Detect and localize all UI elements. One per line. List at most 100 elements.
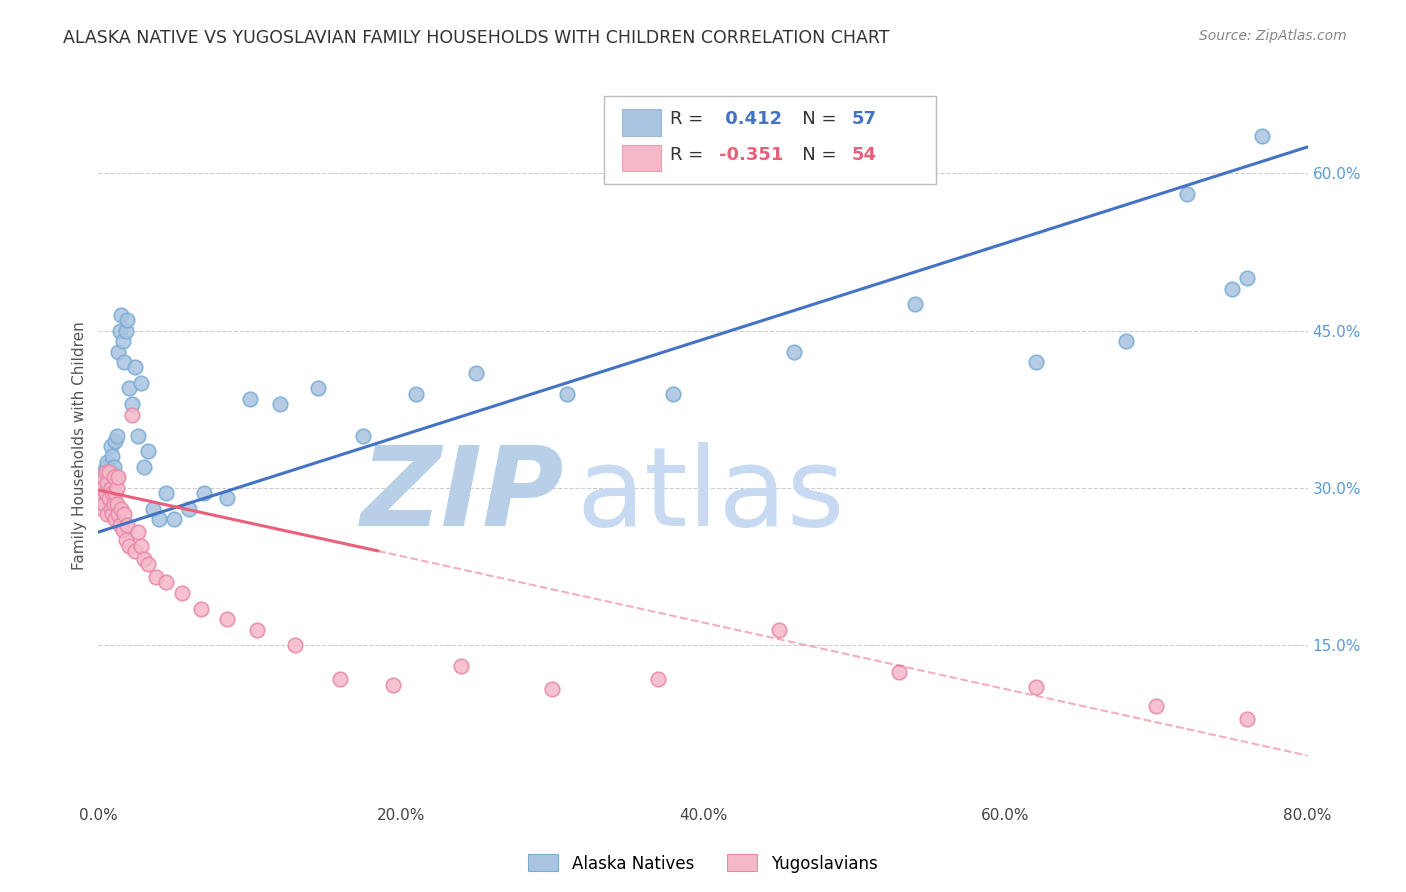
Text: Source: ZipAtlas.com: Source: ZipAtlas.com — [1199, 29, 1347, 43]
Point — [170, 586, 193, 600]
Point — [132, 460, 155, 475]
Text: atlas: atlas — [576, 442, 845, 549]
Point — [98, 491, 121, 506]
Point — [142, 502, 165, 516]
Point — [121, 408, 143, 422]
Point — [103, 497, 125, 511]
Point — [96, 483, 118, 497]
Point — [540, 682, 562, 697]
Point — [129, 539, 152, 553]
Point — [136, 557, 159, 571]
Point — [1024, 355, 1046, 369]
Text: 57: 57 — [852, 111, 877, 128]
Point — [124, 360, 146, 375]
Point — [155, 575, 177, 590]
Text: ALASKA NATIVE VS YUGOSLAVIAN FAMILY HOUSEHOLDS WITH CHILDREN CORRELATION CHART: ALASKA NATIVE VS YUGOSLAVIAN FAMILY HOUS… — [63, 29, 890, 46]
Point — [101, 507, 124, 521]
Point — [103, 470, 125, 484]
Text: N =: N = — [785, 111, 842, 128]
Point — [246, 623, 269, 637]
Point — [101, 465, 124, 479]
Point — [104, 512, 127, 526]
Point — [107, 507, 129, 521]
Point — [91, 486, 114, 500]
Point — [101, 486, 124, 500]
Point — [329, 672, 352, 686]
Point — [94, 465, 117, 479]
Point — [96, 507, 118, 521]
Point — [91, 481, 114, 495]
Point — [555, 386, 578, 401]
Point — [129, 376, 152, 390]
Point — [647, 672, 669, 686]
Point — [1251, 129, 1274, 144]
Point — [100, 439, 122, 453]
Point — [1236, 712, 1258, 726]
Point — [118, 381, 141, 395]
Point — [105, 470, 128, 484]
Point — [783, 344, 806, 359]
Point — [108, 517, 131, 532]
Point — [89, 486, 111, 500]
Point — [1024, 681, 1046, 695]
Point — [132, 552, 155, 566]
Point — [93, 470, 115, 484]
Point — [269, 397, 291, 411]
Point — [90, 470, 112, 484]
Point — [661, 386, 683, 401]
Point — [136, 444, 159, 458]
Point — [89, 481, 111, 495]
Point — [94, 486, 117, 500]
Text: 0.412: 0.412 — [718, 111, 782, 128]
Point — [114, 324, 136, 338]
Point — [105, 428, 128, 442]
Point — [96, 455, 118, 469]
Point — [112, 355, 135, 369]
Point — [115, 517, 138, 532]
Point — [104, 486, 127, 500]
FancyBboxPatch shape — [621, 110, 661, 136]
Point — [103, 475, 125, 490]
Point — [94, 475, 117, 490]
Point — [215, 491, 238, 506]
Point — [450, 659, 472, 673]
Point — [105, 497, 128, 511]
Point — [193, 486, 215, 500]
Point — [904, 297, 927, 311]
Point — [145, 570, 167, 584]
Point — [352, 428, 374, 442]
Point — [127, 524, 149, 539]
Point — [110, 502, 132, 516]
Text: N =: N = — [785, 146, 842, 164]
Point — [121, 397, 143, 411]
Point — [239, 392, 262, 406]
Point — [1175, 187, 1198, 202]
Point — [96, 475, 118, 490]
Point — [94, 460, 117, 475]
Point — [155, 486, 177, 500]
Y-axis label: Family Households with Children: Family Households with Children — [72, 322, 87, 570]
Point — [1236, 271, 1258, 285]
Text: -0.351: -0.351 — [718, 146, 783, 164]
Text: 54: 54 — [852, 146, 877, 164]
Text: R =: R = — [671, 111, 710, 128]
Point — [190, 601, 212, 615]
Point — [104, 486, 127, 500]
Point — [115, 313, 138, 327]
Point — [90, 475, 112, 490]
Point — [105, 481, 128, 495]
Point — [127, 428, 149, 442]
FancyBboxPatch shape — [621, 145, 661, 171]
Point — [93, 497, 115, 511]
Point — [124, 544, 146, 558]
Point — [100, 481, 122, 495]
Point — [179, 502, 201, 516]
Point — [1115, 334, 1137, 348]
Text: ZIP: ZIP — [360, 442, 564, 549]
Point — [98, 497, 121, 511]
Point — [148, 512, 170, 526]
Point — [108, 324, 131, 338]
Point — [382, 678, 405, 692]
Point — [107, 344, 129, 359]
Point — [1144, 699, 1167, 714]
